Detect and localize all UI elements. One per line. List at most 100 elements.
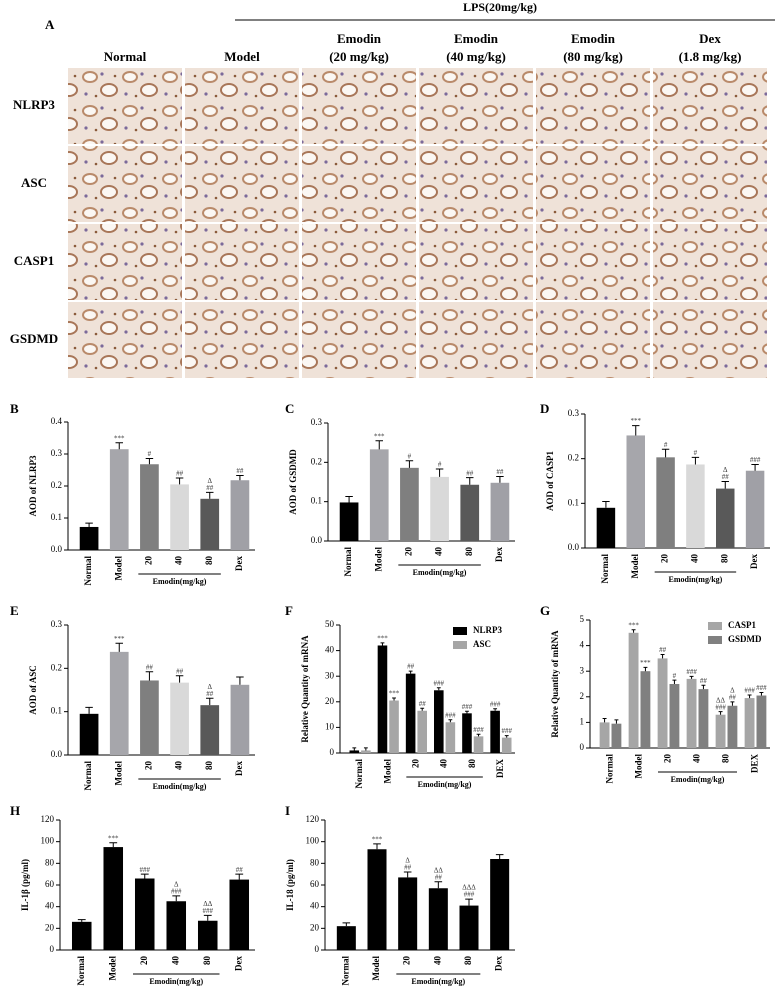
error-bar bbox=[342, 922, 351, 927]
bar bbox=[200, 705, 220, 755]
y-tick-label: 0.3 bbox=[311, 417, 323, 427]
significance-label: # bbox=[694, 449, 698, 457]
x-tick-label: 20 bbox=[403, 547, 413, 557]
y-tick-label: 0.1 bbox=[51, 706, 62, 716]
error-bar bbox=[465, 710, 469, 714]
x-tick-label: 80 bbox=[202, 956, 212, 966]
panel-label: B bbox=[10, 401, 19, 416]
x-tick-label: 40 bbox=[174, 556, 184, 566]
bar bbox=[596, 507, 616, 548]
bar bbox=[197, 920, 218, 950]
error-bar bbox=[380, 642, 385, 646]
significance-label: ### bbox=[756, 684, 767, 692]
error-bar bbox=[85, 522, 93, 527]
micrograph bbox=[653, 68, 767, 144]
x-tick-label: Model bbox=[630, 554, 640, 579]
column-header: (1.8 mg/kg) bbox=[679, 49, 742, 64]
micrograph bbox=[302, 146, 416, 222]
significance-label: ΔΔ bbox=[716, 696, 726, 704]
significance-label: ## bbox=[496, 468, 504, 476]
micrograph bbox=[419, 146, 533, 222]
micrograph bbox=[68, 224, 182, 300]
y-tick-label: 0.1 bbox=[311, 496, 322, 506]
significance-label: # bbox=[148, 450, 152, 458]
bar bbox=[462, 713, 472, 753]
significance-label: *** bbox=[628, 621, 639, 629]
legend-label: NLRP3 bbox=[473, 625, 502, 635]
error-bar bbox=[405, 460, 414, 468]
y-tick-label: 0.2 bbox=[568, 453, 579, 463]
error-bar bbox=[363, 747, 368, 751]
significance-label: *** bbox=[372, 835, 383, 843]
significance-label: ## bbox=[729, 694, 737, 702]
significance-label: ## bbox=[466, 469, 474, 477]
bar bbox=[626, 435, 645, 548]
significance-label: Δ bbox=[207, 477, 212, 485]
bar bbox=[230, 684, 250, 755]
x-tick-label: 20 bbox=[410, 759, 420, 769]
micrograph bbox=[536, 224, 650, 300]
significance-label: ## bbox=[419, 700, 427, 708]
y-axis-title: Relative Quantity of mRNA bbox=[300, 635, 310, 743]
error-bar bbox=[718, 711, 723, 715]
panel-label: I bbox=[285, 803, 290, 818]
significance-label: ## bbox=[206, 484, 214, 492]
y-tick-label: 3 bbox=[580, 665, 585, 675]
bar bbox=[398, 877, 418, 950]
bar bbox=[640, 671, 651, 748]
panel-label: E bbox=[10, 603, 19, 618]
bar bbox=[727, 705, 738, 748]
y-tick-label: 40 bbox=[325, 645, 335, 655]
bar bbox=[686, 464, 705, 548]
bar bbox=[611, 723, 622, 748]
y-tick-label: 20 bbox=[325, 696, 335, 706]
y-tick-label: 40 bbox=[45, 901, 55, 911]
micrograph bbox=[419, 68, 533, 144]
error-bar bbox=[759, 691, 764, 696]
y-axis-title: Relative Quantity of mRNA bbox=[550, 630, 560, 738]
legend-label: ASC bbox=[473, 639, 491, 649]
x-tick-label: 80 bbox=[467, 759, 477, 769]
bar bbox=[490, 710, 500, 753]
group-label: Emodin(mg/kg) bbox=[418, 780, 472, 789]
row-label: GSDMD bbox=[10, 331, 58, 346]
error-bar bbox=[109, 842, 118, 848]
bar bbox=[367, 849, 387, 950]
x-tick-label: 20 bbox=[143, 556, 153, 566]
significance-label: ## bbox=[404, 864, 412, 872]
error-bar bbox=[85, 706, 93, 714]
error-bar bbox=[434, 881, 443, 889]
y-tick-label: 0.3 bbox=[51, 619, 63, 629]
micrograph bbox=[536, 68, 650, 144]
y-tick-label: 120 bbox=[41, 814, 55, 824]
group-label: Emodin(mg/kg) bbox=[413, 568, 467, 577]
bar bbox=[170, 682, 189, 755]
y-tick-label: 100 bbox=[41, 836, 55, 846]
error-bar bbox=[643, 666, 648, 672]
error-bar bbox=[730, 701, 735, 706]
significance-label: ## bbox=[722, 473, 730, 481]
error-bar bbox=[751, 463, 759, 471]
bar bbox=[140, 464, 159, 550]
group-label: Emodin(mg/kg) bbox=[671, 775, 725, 784]
x-tick-label: 20 bbox=[139, 956, 149, 966]
y-tick-label: 50 bbox=[325, 619, 335, 629]
y-tick-label: 0.2 bbox=[51, 480, 62, 490]
x-tick-label: 80 bbox=[204, 556, 214, 566]
x-tick-label: Model bbox=[371, 956, 381, 981]
significance-label: ### bbox=[203, 907, 214, 915]
error-bar bbox=[602, 501, 610, 508]
error-bar bbox=[420, 707, 425, 711]
x-tick-label: Model bbox=[113, 556, 123, 581]
x-tick-label: 80 bbox=[719, 554, 729, 564]
error-bar bbox=[436, 687, 441, 691]
significance-label: Δ bbox=[174, 880, 179, 888]
significance-label: *** bbox=[389, 690, 400, 698]
y-tick-label: 0.0 bbox=[311, 535, 323, 545]
y-tick-label: 10 bbox=[325, 721, 335, 731]
bar bbox=[79, 526, 99, 550]
y-tick-label: 0 bbox=[50, 944, 55, 954]
x-tick-label: Dex bbox=[234, 761, 244, 776]
y-tick-label: 0.0 bbox=[51, 749, 63, 759]
significance-label: *** bbox=[114, 434, 125, 442]
